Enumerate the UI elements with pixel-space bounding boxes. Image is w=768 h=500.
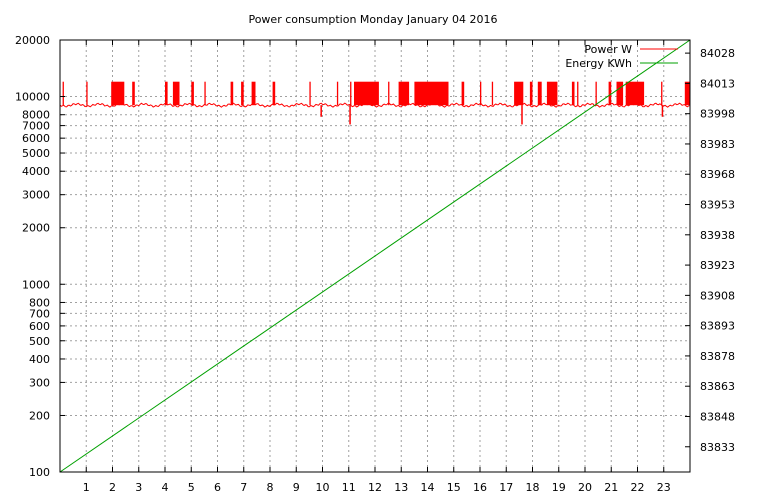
power-spike (625, 81, 645, 106)
x-tick-label: 17 (499, 481, 513, 494)
power-spike (230, 81, 234, 106)
power-spike (251, 81, 256, 106)
y2-tick-label: 83998 (700, 108, 735, 121)
x-tick-label: 10 (316, 481, 330, 494)
y-tick-label: 800 (29, 296, 50, 309)
y2-tick-label: 83833 (700, 441, 735, 454)
power-spike (480, 81, 482, 106)
power-spike (414, 81, 449, 106)
power-spike (546, 81, 558, 106)
energy-line (59, 39, 691, 473)
y2-tick-label: 83923 (700, 259, 735, 272)
power-spike (608, 81, 612, 106)
x-tick-label: 13 (394, 481, 408, 494)
power-spike (571, 81, 575, 106)
power-spike (204, 81, 206, 106)
x-tick-label: 11 (342, 481, 356, 494)
y2-tick-label: 83863 (700, 380, 735, 393)
power-spike (272, 81, 276, 106)
y-tick-label: 100 (29, 466, 50, 479)
power-spike (661, 81, 663, 106)
y-tick-label: 4000 (22, 165, 50, 178)
power-spike (241, 81, 244, 106)
power-spike (111, 81, 125, 106)
y-tick-label: 2000 (22, 222, 50, 235)
power-spike (172, 81, 180, 106)
y-tick-label: 1000 (22, 278, 50, 291)
x-tick-label: 16 (473, 481, 487, 494)
y-tick-label: 200 (29, 409, 50, 422)
y-tick-label: 10000 (15, 91, 50, 104)
y-tick-label: 500 (29, 335, 50, 348)
y-tick-label: 3000 (22, 189, 50, 202)
chart-title: Power consumption Monday January 04 2016 (248, 13, 497, 26)
y-tick-label: 5000 (22, 147, 50, 160)
legend-label-energy: Energy KWh (565, 57, 632, 70)
x-tick-label: 8 (267, 481, 274, 494)
x-tick-label: 4 (162, 481, 169, 494)
power-spike (537, 81, 542, 106)
plot-series (59, 39, 691, 473)
power-spike (354, 81, 379, 106)
power-spike (86, 81, 88, 106)
y-tick-label: 6000 (22, 132, 50, 145)
y2-tick-label: 83893 (700, 320, 735, 333)
x-tick-label: 19 (552, 481, 566, 494)
x-tick-label: 2 (109, 481, 116, 494)
x-tick-label: 18 (526, 481, 540, 494)
power-spike (491, 81, 494, 106)
power-spike (336, 81, 339, 106)
y2-tick-label: 84013 (700, 77, 735, 90)
power-spike (461, 81, 465, 106)
power-spike (132, 81, 135, 106)
y2-tick-label: 83908 (700, 289, 735, 302)
y2-tick-label: 83968 (700, 168, 735, 181)
y2-tick-label: 83878 (700, 350, 735, 363)
legend: Power W Energy KWh (565, 43, 678, 70)
x-tick-label: 14 (421, 481, 435, 494)
power-spike (309, 81, 311, 106)
y2-tick-label: 83983 (700, 138, 735, 151)
x-tick-label: 6 (214, 481, 221, 494)
grid (60, 40, 690, 472)
x-tick-label: 20 (578, 481, 592, 494)
x-tick-label: 1 (83, 481, 90, 494)
power-spike (398, 81, 410, 106)
power-spike (514, 81, 524, 106)
power-spike (388, 81, 390, 106)
power-spike (595, 81, 597, 106)
power-spike (62, 81, 64, 106)
x-tick-label: 12 (368, 481, 382, 494)
x-tick-label: 3 (135, 481, 142, 494)
y2-tick-label: 83938 (700, 229, 735, 242)
power-spike (684, 81, 691, 106)
y-tick-label: 700 (29, 307, 50, 320)
x-tick-label: 23 (657, 481, 671, 494)
power-spike (529, 81, 533, 106)
y-tick-label: 20000 (15, 34, 50, 47)
axis-ticks: 1 2 3 4 5 6 7 8 9 10 11 12 13 14 15 16 17 18 19 20 21 22 23100… (15, 34, 735, 494)
y2-tick-label: 83848 (700, 410, 735, 423)
power-spike (165, 81, 168, 106)
x-tick-label: 9 (293, 481, 300, 494)
legend-label-power: Power W (584, 43, 632, 56)
y-tick-label: 8000 (22, 109, 50, 122)
y2-tick-label: 84028 (700, 47, 735, 60)
power-spike (577, 81, 579, 106)
power-spike (191, 81, 194, 106)
x-tick-label: 7 (240, 481, 247, 494)
x-tick-label: 5 (188, 481, 195, 494)
y-tick-label: 600 (29, 320, 50, 333)
power-spike (616, 81, 624, 106)
power-spike (350, 81, 352, 106)
x-tick-label: 22 (631, 481, 645, 494)
y2-tick-label: 83953 (700, 199, 735, 212)
x-tick-label: 21 (604, 481, 618, 494)
y-tick-label: 7000 (22, 120, 50, 133)
y-tick-label: 300 (29, 376, 50, 389)
x-tick-label: 15 (447, 481, 461, 494)
y-tick-label: 400 (29, 353, 50, 366)
